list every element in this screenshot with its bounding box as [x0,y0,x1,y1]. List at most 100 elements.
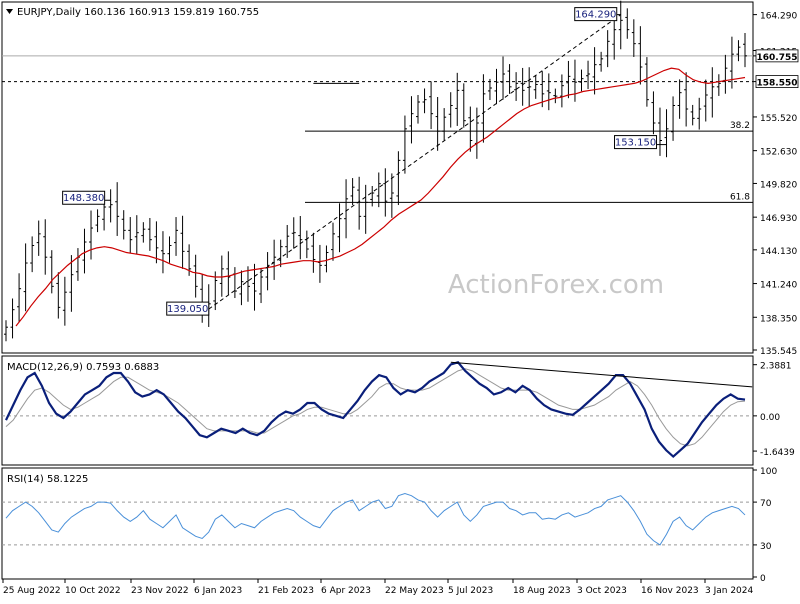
price-bar [690,104,695,126]
price-bar [723,54,728,94]
price-bar [644,57,649,107]
price-tick-label: 135.545 [760,347,797,357]
price-bar [213,271,218,311]
price-bar [43,219,48,275]
price-bar [671,96,676,141]
price-bar [350,178,355,206]
price-bar [710,67,715,118]
price-bar [599,51,604,72]
price-bar [455,72,460,126]
moving-average-line [15,67,746,327]
price-bar [134,215,139,255]
rsi-line [5,493,746,546]
price-bar [357,176,362,230]
macd-panel-frame [1,355,754,466]
price-bar [160,231,165,274]
price-bar [743,33,747,68]
price-bar [17,273,22,323]
annotation-164.290: 164.290 [574,7,621,22]
price-tick-label: 152.630 [760,148,797,158]
x-tick-label: 18 Aug 2023 [513,586,571,596]
price-bar [618,0,623,50]
fib-label-61.8: 61.8 [730,192,750,202]
price-bar [501,56,506,100]
price-tick-label: 144.130 [760,247,797,257]
price-bar [409,96,414,144]
price-bar [376,172,381,208]
price-bar [684,72,689,127]
price-bar [89,210,94,260]
macd-layer: 2.3881 0.00 -1.6439 [2,361,795,458]
price-bar [115,182,120,236]
rsi-panel-frame [1,467,754,580]
price-tick-label: 149.820 [760,180,797,190]
price-bar [95,209,100,233]
rsi-layer: 100 70 30 0 [2,467,777,584]
price-bar [108,189,113,223]
price-bar [10,298,15,339]
price-bar [147,217,152,251]
price-bar [481,74,486,143]
rsi-tick-label: 0 [760,574,766,584]
price-bar [49,250,54,294]
price-bar [396,151,401,206]
price-bar [579,69,584,92]
price-bar [154,221,159,264]
price-bar [62,276,67,326]
price-bar [304,230,309,259]
price-bar [468,106,473,152]
x-axis: 25 Aug 2022 10 Oct 2022 23 Nov 2022 6 Jan 2… [2,579,753,596]
x-tick-label: 3 Oct 2023 [577,586,627,596]
price-bar [128,217,133,253]
x-tick-label: 25 Aug 2022 [3,586,61,596]
rsi-header: RSI(14) 58.1225 [7,474,88,485]
price-overlays [15,14,746,327]
price-bar [174,217,179,256]
price-bar [4,320,8,342]
price-bar [474,107,479,159]
annotation-box [62,190,106,205]
annotation-box [166,301,210,316]
price-bar [56,272,61,319]
price-bar [435,96,440,151]
x-tick-label: 22 May 2023 [385,586,444,596]
price-bar [193,254,198,298]
price-bar [553,88,558,104]
price-bar [559,74,564,108]
price-tag-label: 158.550 [757,79,798,89]
price-bar [520,67,525,106]
fib-label-38.2: 38.2 [730,121,750,131]
triangle-down-icon [6,9,13,14]
price-bar [461,83,466,128]
x-tick-label: 10 Oct 2022 [65,586,121,596]
price-bar [638,26,643,85]
price-annotations: 148.380 139.050 164.290 153.150 [62,7,667,316]
price-bar [278,239,283,268]
price-bar [82,228,87,274]
price-bar [546,73,551,111]
annotation-label: 164.290 [575,10,616,21]
price-bar [272,239,277,280]
price-bar [245,266,250,302]
price-bar [631,19,636,57]
annotation-148.380: 148.380 [62,190,111,205]
price-bar [507,64,512,94]
price-bar [533,75,538,99]
price-bar [677,79,682,119]
price-bar [317,244,322,283]
price-bar [572,59,577,102]
price-header: EURJPY,Daily 160.136 160.913 159.819 160… [6,7,259,18]
price-bar [605,30,610,68]
price-bar [219,255,224,297]
price-bar [402,115,407,174]
price-bar [141,222,146,243]
price-bar [540,71,545,108]
price-panel-frame [1,1,754,354]
macd-header: MACD(12,26,9) 0.7593 0.6883 [7,362,159,373]
macd-tick-label: -1.6439 [760,448,795,458]
price-bar [383,168,388,217]
price-bar [75,248,80,281]
price-bar [121,210,126,240]
price-bar [167,236,172,263]
